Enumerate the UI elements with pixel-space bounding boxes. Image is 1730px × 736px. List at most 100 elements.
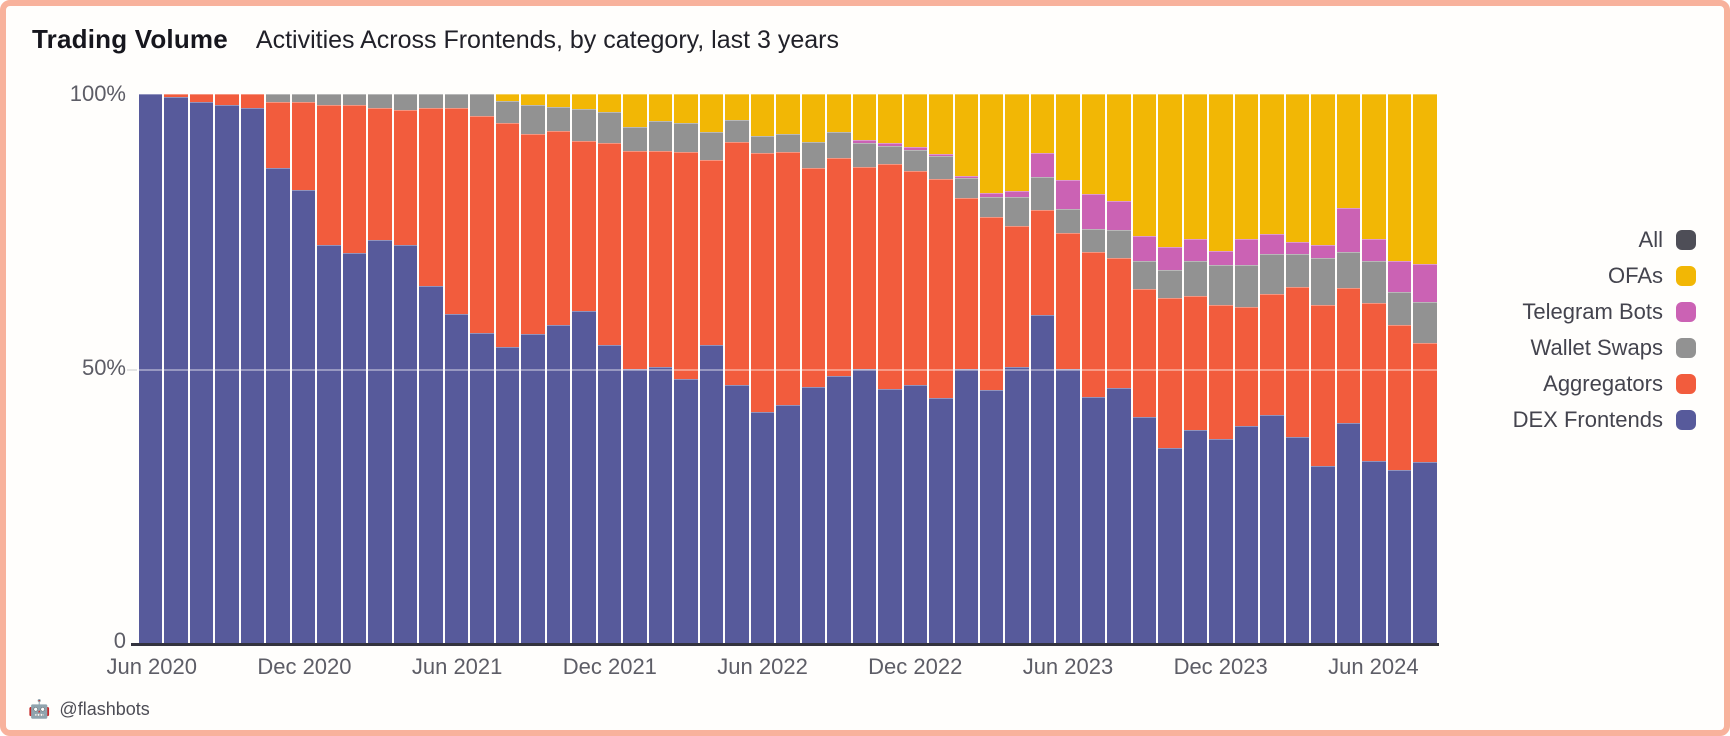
segment-ofas (801, 94, 826, 142)
bar-aug-2022[interactable] (801, 94, 826, 643)
bar-nov-2020[interactable] (266, 94, 290, 643)
bar-may-2022[interactable] (725, 94, 749, 643)
bar-may-2021[interactable] (419, 94, 443, 643)
legend-item-telegram-bots[interactable]: Telegram Bots (1513, 294, 1696, 330)
bar-apr-2021[interactable] (393, 94, 418, 643)
segment-wallet-swaps (674, 123, 698, 153)
bar-jun-2020[interactable] (139, 94, 163, 643)
segment-aggregators (1081, 252, 1106, 398)
bar-oct-2023[interactable] (1158, 94, 1182, 643)
segment-dex-frontends (266, 168, 290, 643)
bar-aug-2020[interactable] (189, 94, 214, 643)
segment-wallet-swaps (725, 119, 749, 142)
bar-aug-2024[interactable] (1413, 94, 1437, 643)
legend: All OFAs Telegram Bots Wallet Swaps Aggr… (1513, 222, 1696, 438)
x-tick-jun-2021: Jun 2021 (411, 654, 503, 679)
segment-wallet-swaps (342, 94, 367, 105)
bar-mar-2024[interactable] (1285, 94, 1310, 643)
segment-dex-frontends (1056, 368, 1080, 643)
segment-ofas (648, 94, 673, 122)
segment-ofas (852, 94, 877, 140)
bar-dec-2023[interactable] (1209, 94, 1233, 643)
segment-aggregators (291, 102, 316, 191)
bar-mar-2021[interactable] (368, 94, 392, 643)
legend-item-wallet-swaps[interactable]: Wallet Swaps (1513, 330, 1696, 366)
bar-feb-2022[interactable] (648, 94, 673, 643)
bar-sep-2023[interactable] (1132, 94, 1157, 643)
bar-oct-2021[interactable] (546, 94, 571, 643)
segment-ofas (776, 94, 800, 135)
segment-aggregators (521, 134, 545, 334)
bar-sep-2022[interactable] (827, 94, 851, 643)
legend-item-all[interactable]: All (1513, 222, 1696, 258)
segment-aggregators (1183, 296, 1208, 430)
bar-may-2024[interactable] (1336, 94, 1361, 643)
bar-feb-2024[interactable] (1260, 94, 1284, 643)
bar-jul-2022[interactable] (776, 94, 800, 643)
bar-jan-2022[interactable] (623, 94, 647, 643)
segment-ofas (1285, 94, 1310, 242)
flashbots-handle: @flashbots (59, 699, 150, 719)
bar-nov-2023[interactable] (1183, 94, 1208, 643)
bar-jun-2021[interactable] (444, 94, 469, 643)
legend-item-dex-frontends[interactable]: DEX Frontends (1513, 402, 1696, 438)
segment-aggregators (1107, 257, 1131, 388)
segment-dex-frontends (1234, 426, 1259, 643)
bar-oct-2020[interactable] (240, 94, 265, 643)
bar-feb-2023[interactable] (954, 94, 978, 643)
bar-apr-2022[interactable] (699, 94, 724, 643)
segment-dex-frontends (1209, 438, 1233, 643)
bar-jun-2024[interactable] (1362, 94, 1386, 643)
bar-jan-2021[interactable] (317, 94, 341, 643)
bar-jun-2023[interactable] (1056, 94, 1080, 643)
bar-jan-2024[interactable] (1234, 94, 1259, 643)
bar-apr-2024[interactable] (1311, 94, 1335, 643)
bar-sep-2020[interactable] (215, 94, 239, 643)
bar-may-2023[interactable] (1030, 94, 1055, 643)
segment-dex-frontends (1005, 367, 1029, 643)
segment-ofas (1234, 94, 1259, 239)
segment-telegram-bots (1413, 263, 1437, 303)
bar-dec-2021[interactable] (597, 94, 622, 643)
bar-apr-2023[interactable] (1005, 94, 1029, 643)
bar-dec-2020[interactable] (291, 94, 316, 643)
segment-dex-frontends (750, 412, 775, 643)
segment-telegram-bots (1362, 238, 1386, 261)
x-axis: Jun 2020 Dec 2020 Jun 2021 Dec 2021 Jun 2022… (106, 654, 1437, 684)
bar-jul-2020[interactable] (164, 94, 188, 643)
legend-item-aggregators[interactable]: Aggregators (1513, 366, 1696, 402)
segment-wallet-swaps (1107, 230, 1131, 258)
bar-jun-2022[interactable] (750, 94, 775, 643)
bar-jul-2024[interactable] (1387, 94, 1412, 643)
stacked-bars (139, 94, 1437, 643)
y-tick-50: 50% (81, 355, 126, 380)
bar-nov-2022[interactable] (878, 94, 902, 643)
bar-aug-2023[interactable] (1107, 94, 1131, 643)
segment-wallet-swaps (1056, 209, 1080, 233)
bar-dec-2022[interactable] (903, 94, 928, 643)
bar-aug-2021[interactable] (495, 94, 520, 643)
bar-mar-2022[interactable] (674, 94, 698, 643)
segment-aggregators (419, 107, 443, 287)
segment-wallet-swaps (827, 132, 851, 159)
segment-aggregators (215, 94, 239, 105)
bar-jan-2023[interactable] (929, 94, 953, 643)
bar-mar-2023[interactable] (979, 94, 1004, 643)
segment-aggregators (801, 167, 826, 388)
segment-aggregators (1336, 287, 1361, 424)
bar-oct-2022[interactable] (852, 94, 877, 643)
bar-sep-2021[interactable] (521, 94, 545, 643)
bar-nov-2021[interactable] (572, 94, 596, 643)
segment-aggregators (597, 143, 622, 346)
segment-dex-frontends (954, 368, 978, 643)
segment-wallet-swaps (1387, 292, 1412, 326)
segment-wallet-swaps (597, 112, 622, 144)
segment-aggregators (750, 152, 775, 413)
segment-dex-frontends (1362, 460, 1386, 643)
legend-item-ofas[interactable]: OFAs (1513, 258, 1696, 294)
bar-jul-2021[interactable] (470, 94, 494, 643)
bar-jul-2023[interactable] (1081, 94, 1106, 643)
bar-feb-2021[interactable] (342, 94, 367, 643)
segment-dex-frontends (164, 96, 188, 643)
segment-ofas (750, 94, 775, 137)
